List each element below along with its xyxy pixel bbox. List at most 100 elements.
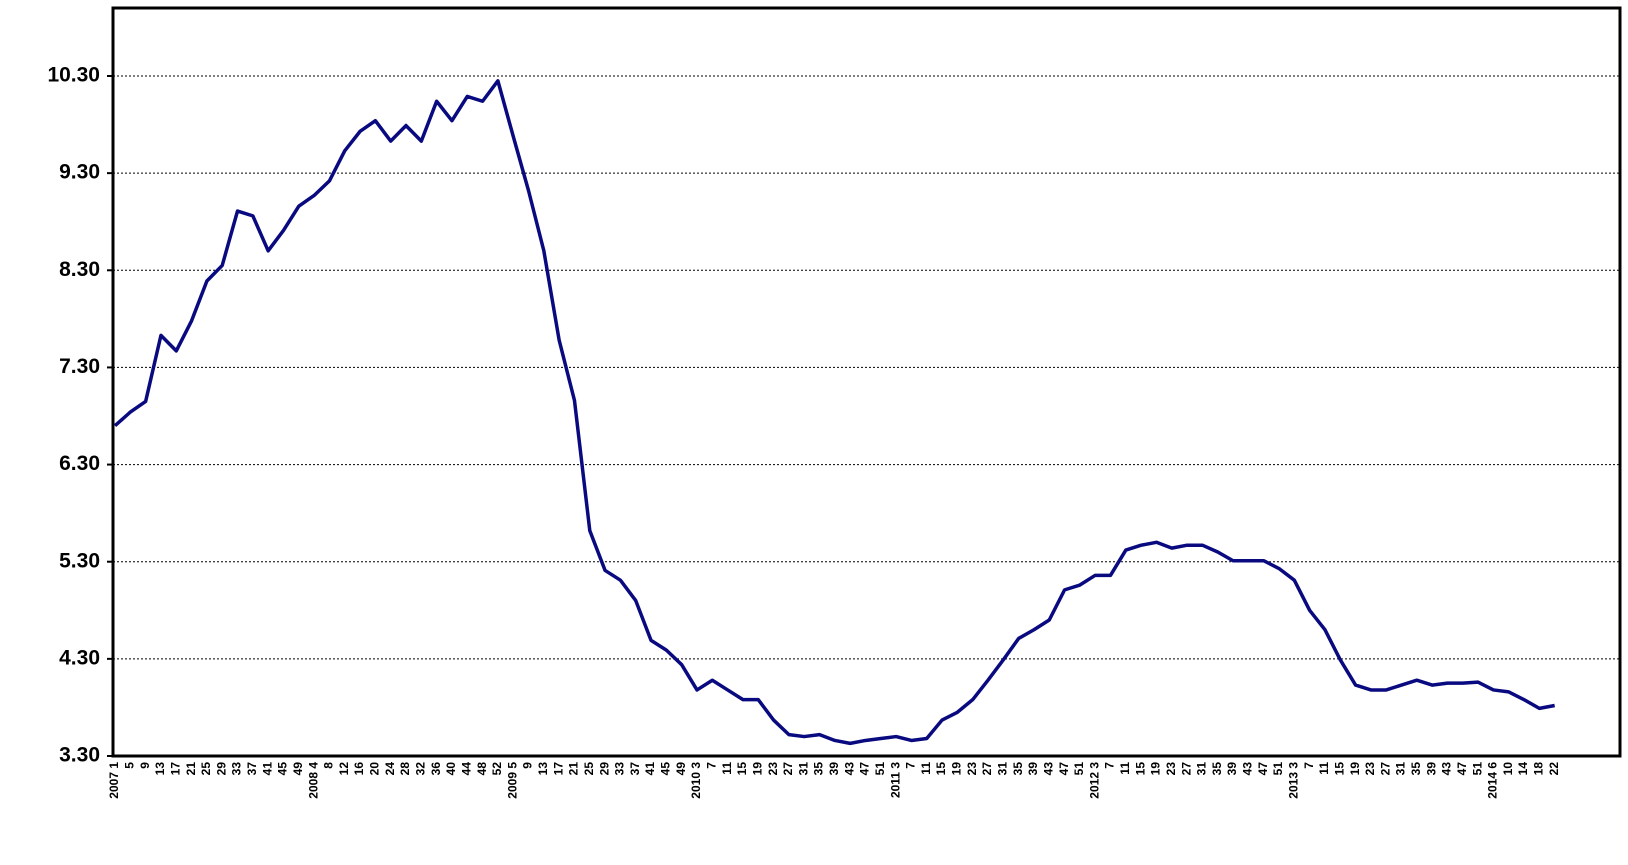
- x-tick-label: 41: [643, 762, 657, 776]
- x-tick-label: 11: [1118, 762, 1132, 775]
- x-tick-label: 21: [567, 762, 581, 776]
- x-tick-label: 39: [827, 762, 841, 776]
- x-tick-label: 39: [1424, 762, 1438, 776]
- x-tick-label: 27: [1378, 762, 1392, 776]
- x-tick-label: 27: [980, 762, 994, 776]
- x-tick-label: 48: [475, 762, 489, 776]
- x-tick-label: 24: [383, 762, 397, 776]
- y-tick-label: 9.30: [59, 161, 100, 184]
- x-tick-label: 36: [429, 762, 443, 776]
- y-tick-label: 8.30: [59, 258, 100, 281]
- x-tick-label: 9: [138, 762, 152, 769]
- x-tick-label: 33: [613, 762, 627, 776]
- x-tick-label: 25: [582, 762, 596, 776]
- x-tick-label: 16: [352, 762, 366, 776]
- x-tick-label: 49: [674, 762, 688, 776]
- x-tick-label: 15: [735, 762, 749, 776]
- x-tick-label: 35: [1210, 762, 1224, 776]
- x-tick-label: 10: [1501, 762, 1515, 776]
- x-tick-label: 13: [536, 762, 550, 776]
- x-tick-label: 35: [1011, 762, 1025, 776]
- x-tick-label: 20: [368, 762, 382, 776]
- x-tick-label: 7: [904, 762, 918, 769]
- x-tick-label: 7: [704, 762, 718, 769]
- x-tick-label: 19: [950, 762, 964, 776]
- x-tick-label: 45: [659, 762, 673, 776]
- x-tick-label: 14: [1516, 762, 1530, 776]
- x-tick-label: 52: [490, 762, 504, 776]
- x-tick-label: 23: [965, 762, 979, 776]
- x-tick-label: 11: [919, 762, 933, 775]
- plot-frame: [111, 6, 1622, 758]
- x-tick-label: 47: [1256, 762, 1270, 776]
- x-tick-label: 51: [1072, 762, 1086, 776]
- y-tick-label: 4.30: [59, 646, 100, 669]
- x-tick-label: 41: [260, 762, 274, 776]
- x-tick-label: 27: [1179, 762, 1193, 776]
- x-tick-label: 43: [1440, 762, 1454, 776]
- x-tick-label: 29: [597, 762, 611, 776]
- x-tick-label: 2008 4: [306, 762, 320, 799]
- x-tick-label: 7: [1103, 762, 1117, 769]
- y-tick-label: 7.30: [59, 355, 100, 378]
- x-tick-label: 21: [184, 762, 198, 776]
- x-tick-label: 12: [337, 762, 351, 776]
- x-tick-label: 2012 3: [1087, 762, 1101, 799]
- x-tick-label: 2011 3: [888, 762, 902, 798]
- x-tick-label: 23: [1164, 762, 1178, 776]
- x-tick-label: 35: [1409, 762, 1423, 776]
- y-tick-label: 6.30: [59, 452, 100, 475]
- x-tick-label: 15: [1133, 762, 1147, 776]
- x-tick-label: 40: [444, 762, 458, 776]
- x-tick-label: 35: [812, 762, 826, 776]
- x-tick-label: 15: [934, 762, 948, 776]
- x-tick-label: 8: [322, 762, 336, 769]
- x-tick-label: 2013 3: [1286, 762, 1300, 799]
- x-tick-label: 13: [153, 762, 167, 776]
- line-series: [113, 79, 1556, 746]
- x-tick-label: 37: [628, 762, 642, 776]
- x-tick-label: 19: [1149, 762, 1163, 776]
- x-tick-label: 47: [1057, 762, 1071, 776]
- x-tick-label: 51: [1470, 762, 1484, 776]
- x-tick-label: 32: [413, 762, 427, 776]
- x-tick-label: 23: [766, 762, 780, 776]
- y-tick-label: 10.30: [47, 64, 100, 87]
- x-tick-label: 49: [291, 762, 305, 776]
- x-tick-label: 43: [1241, 762, 1255, 776]
- x-tick-label: 22: [1547, 762, 1561, 776]
- x-tick-label: 2007 1: [107, 762, 121, 799]
- x-tick-label: 2010 3: [689, 762, 703, 799]
- x-tick-label: 47: [858, 762, 872, 776]
- x-tick-label: 51: [1271, 762, 1285, 776]
- x-tick-label: 17: [168, 762, 182, 776]
- x-tick-label: 5: [122, 762, 136, 769]
- x-tick-label: 39: [1225, 762, 1239, 776]
- x-tick-label: 2009 5: [505, 762, 519, 799]
- x-tick-label: 11: [720, 762, 734, 775]
- x-tick-label: 37: [245, 762, 259, 776]
- x-tick-label: 43: [842, 762, 856, 776]
- x-tick-label: 2014 6: [1486, 762, 1500, 799]
- x-tick-label: 45: [276, 762, 290, 776]
- x-tick-label: 27: [781, 762, 795, 776]
- x-tick-label: 17: [551, 762, 565, 776]
- x-tick-label: 43: [1041, 762, 1055, 776]
- x-tick-label: 15: [1332, 762, 1346, 776]
- x-tick-label: 31: [995, 762, 1009, 776]
- x-tick-label: 19: [750, 762, 764, 776]
- x-tick-label: 51: [873, 762, 887, 776]
- x-tick-label: 28: [398, 762, 412, 776]
- y-tick-label: 3.30: [59, 744, 100, 767]
- x-tick-label: 29: [214, 762, 228, 776]
- x-tick-label: 11: [1317, 762, 1331, 775]
- x-tick-label: 18: [1532, 762, 1546, 776]
- x-tick-label: 39: [1026, 762, 1040, 776]
- x-tick-label: 44: [459, 762, 473, 776]
- x-tick-label: 25: [199, 762, 213, 776]
- x-tick-label: 9: [521, 762, 535, 769]
- x-tick-label: 31: [1394, 762, 1408, 776]
- x-tick-label: 47: [1455, 762, 1469, 776]
- x-tick-label: 31: [1195, 762, 1209, 776]
